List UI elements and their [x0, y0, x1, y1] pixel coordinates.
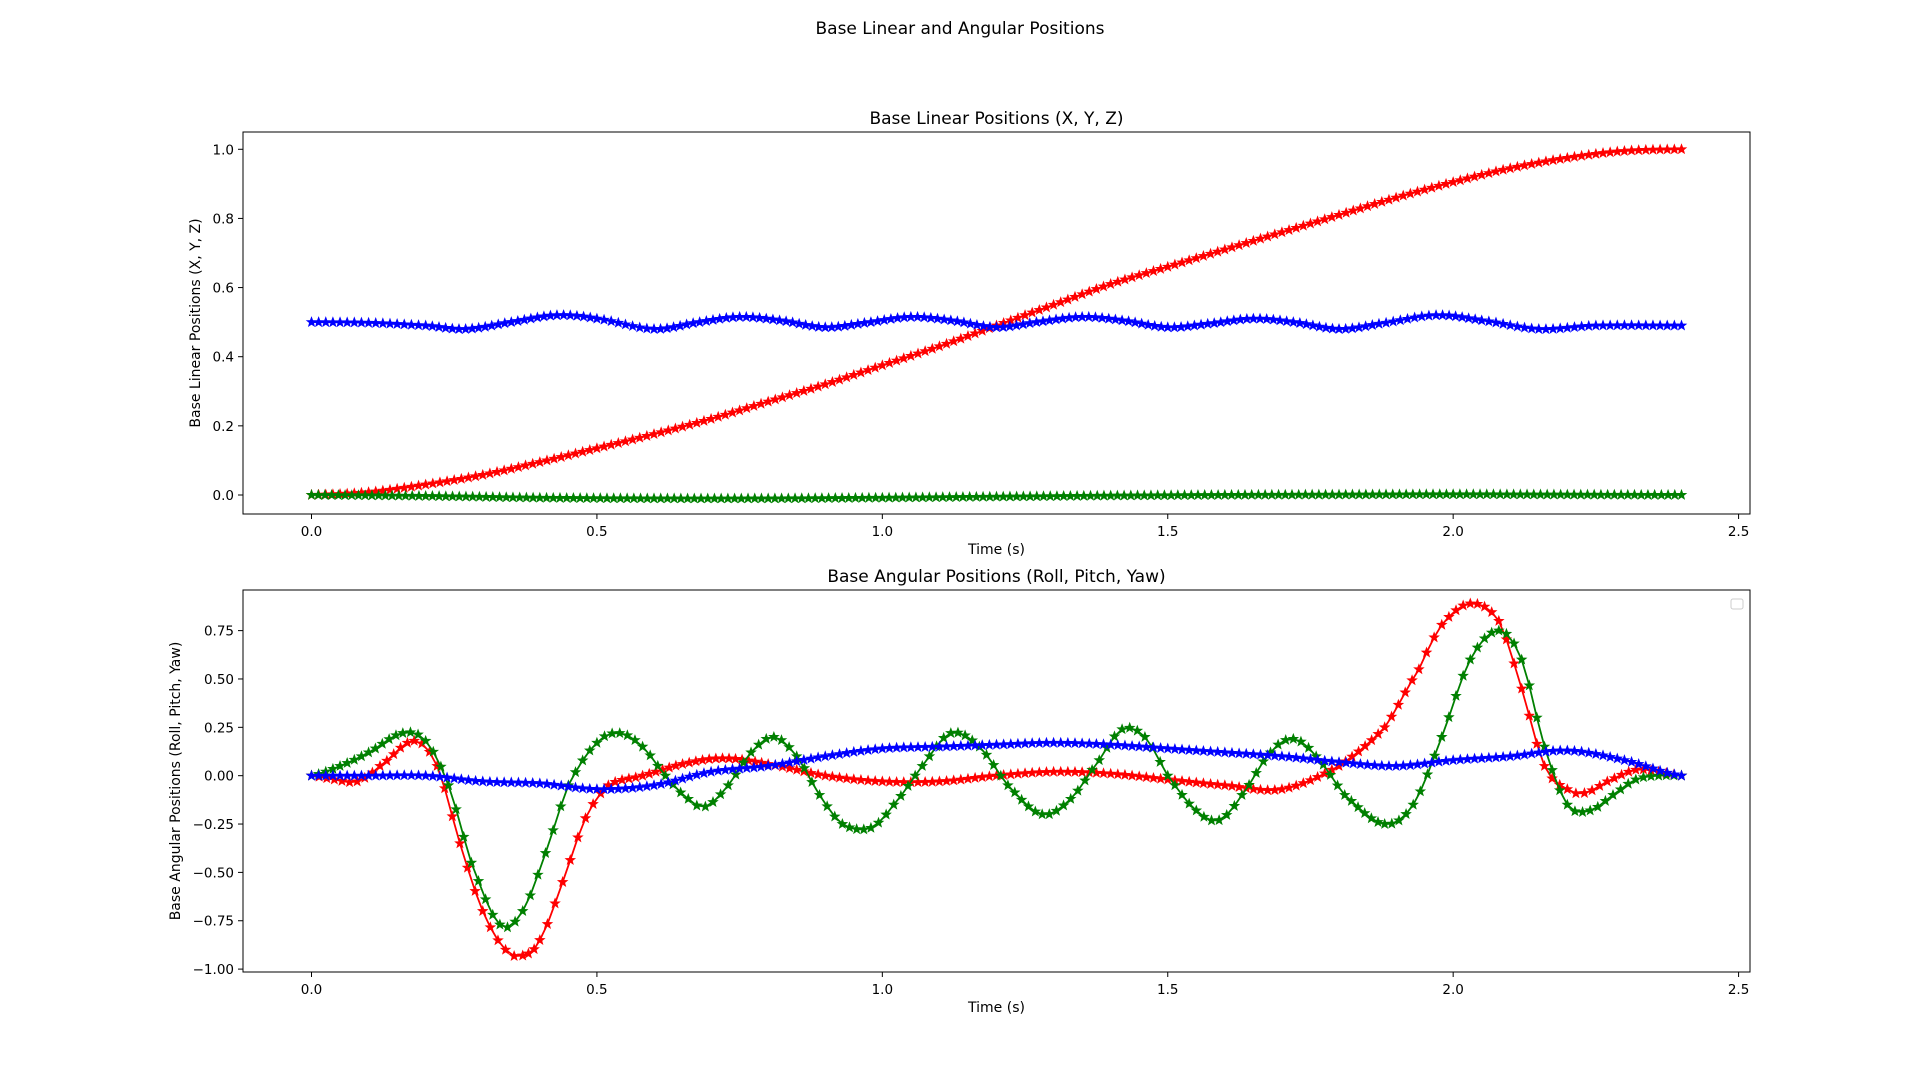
linear-ytick-label: 1.0 [213, 142, 234, 158]
angular-ytick-label: 0.00 [204, 769, 234, 785]
linear-xtick-label: 0.0 [301, 524, 322, 540]
angular-positions-xlabel: Time (s) [967, 1000, 1025, 1016]
linear-ytick-label: 0.2 [213, 419, 234, 435]
angular-series-0-line [311, 602, 1682, 957]
linear-series-2-marker-path [305, 488, 1688, 504]
figure-suptitle: Base Linear and Angular Positions [816, 19, 1105, 39]
linear-xtick-label: 2.5 [1728, 524, 1749, 540]
angular-series-0-marker-path [305, 597, 1688, 961]
angular-ytick-label: −0.25 [193, 817, 234, 833]
linear-positions-plot-area [305, 143, 1688, 504]
linear-positions-title: Base Linear Positions (X, Y, Z) [869, 109, 1123, 129]
linear-xtick-label: 2.0 [1442, 524, 1463, 540]
angular-xtick-label: 2.5 [1728, 982, 1749, 998]
angular-ytick-label: 0.75 [204, 624, 234, 640]
angular-ytick-label: −0.50 [193, 865, 234, 881]
linear-positions-xlabel: Time (s) [967, 542, 1025, 558]
angular-positions-title: Base Angular Positions (Roll, Pitch, Yaw… [827, 567, 1165, 587]
angular-series-1-marker-path [305, 624, 1688, 933]
linear-xtick-label: 1.5 [1157, 524, 1178, 540]
linear-xtick-label: 1.0 [872, 524, 893, 540]
angular-ytick-label: 0.50 [204, 672, 234, 688]
angular-series-2-marker-path [305, 736, 1688, 795]
linear-ytick-label: 0.6 [213, 281, 234, 297]
angular-positions-frame [242, 589, 1751, 973]
linear-positions-ylabel: Base Linear Positions (X, Y, Z) [188, 218, 204, 427]
linear-positions-frame [242, 131, 1751, 515]
linear-series-1-markers [305, 309, 1688, 335]
linear-xtick-label: 0.5 [586, 524, 607, 540]
angular-series-1-markers [305, 624, 1688, 933]
linear-series-1-marker-path [305, 309, 1688, 335]
angular-series-0-markers [305, 597, 1688, 961]
angular-xtick-label: 0.5 [586, 982, 607, 998]
linear-positions-subplot: Base Linear Positions (X, Y, Z) Time (s)… [188, 109, 1751, 558]
angular-positions-subplot: Base Angular Positions (Roll, Pitch, Yaw… [168, 567, 1751, 1016]
angular-ytick-label: −0.75 [193, 914, 234, 930]
angular-xtick-label: 1.5 [1157, 982, 1178, 998]
angular-positions-plot-area [305, 597, 1688, 961]
empty-legend-box [1730, 598, 1744, 610]
angular-ytick-label: −1.00 [193, 962, 234, 978]
angular-xtick-label: 1.0 [872, 982, 893, 998]
angular-xtick-label: 0.0 [301, 982, 322, 998]
linear-series-2-markers [305, 488, 1688, 504]
linear-ytick-label: 0.8 [213, 211, 234, 227]
angular-positions-ylabel: Base Angular Positions (Roll, Pitch, Yaw… [168, 642, 184, 921]
linear-ytick-label: 0.4 [213, 350, 234, 366]
linear-ytick-label: 0.0 [213, 488, 234, 504]
angular-series-1-line [311, 629, 1682, 929]
angular-xtick-label: 2.0 [1442, 982, 1463, 998]
angular-series-2-markers [305, 736, 1688, 795]
angular-ytick-label: 0.25 [204, 720, 234, 736]
